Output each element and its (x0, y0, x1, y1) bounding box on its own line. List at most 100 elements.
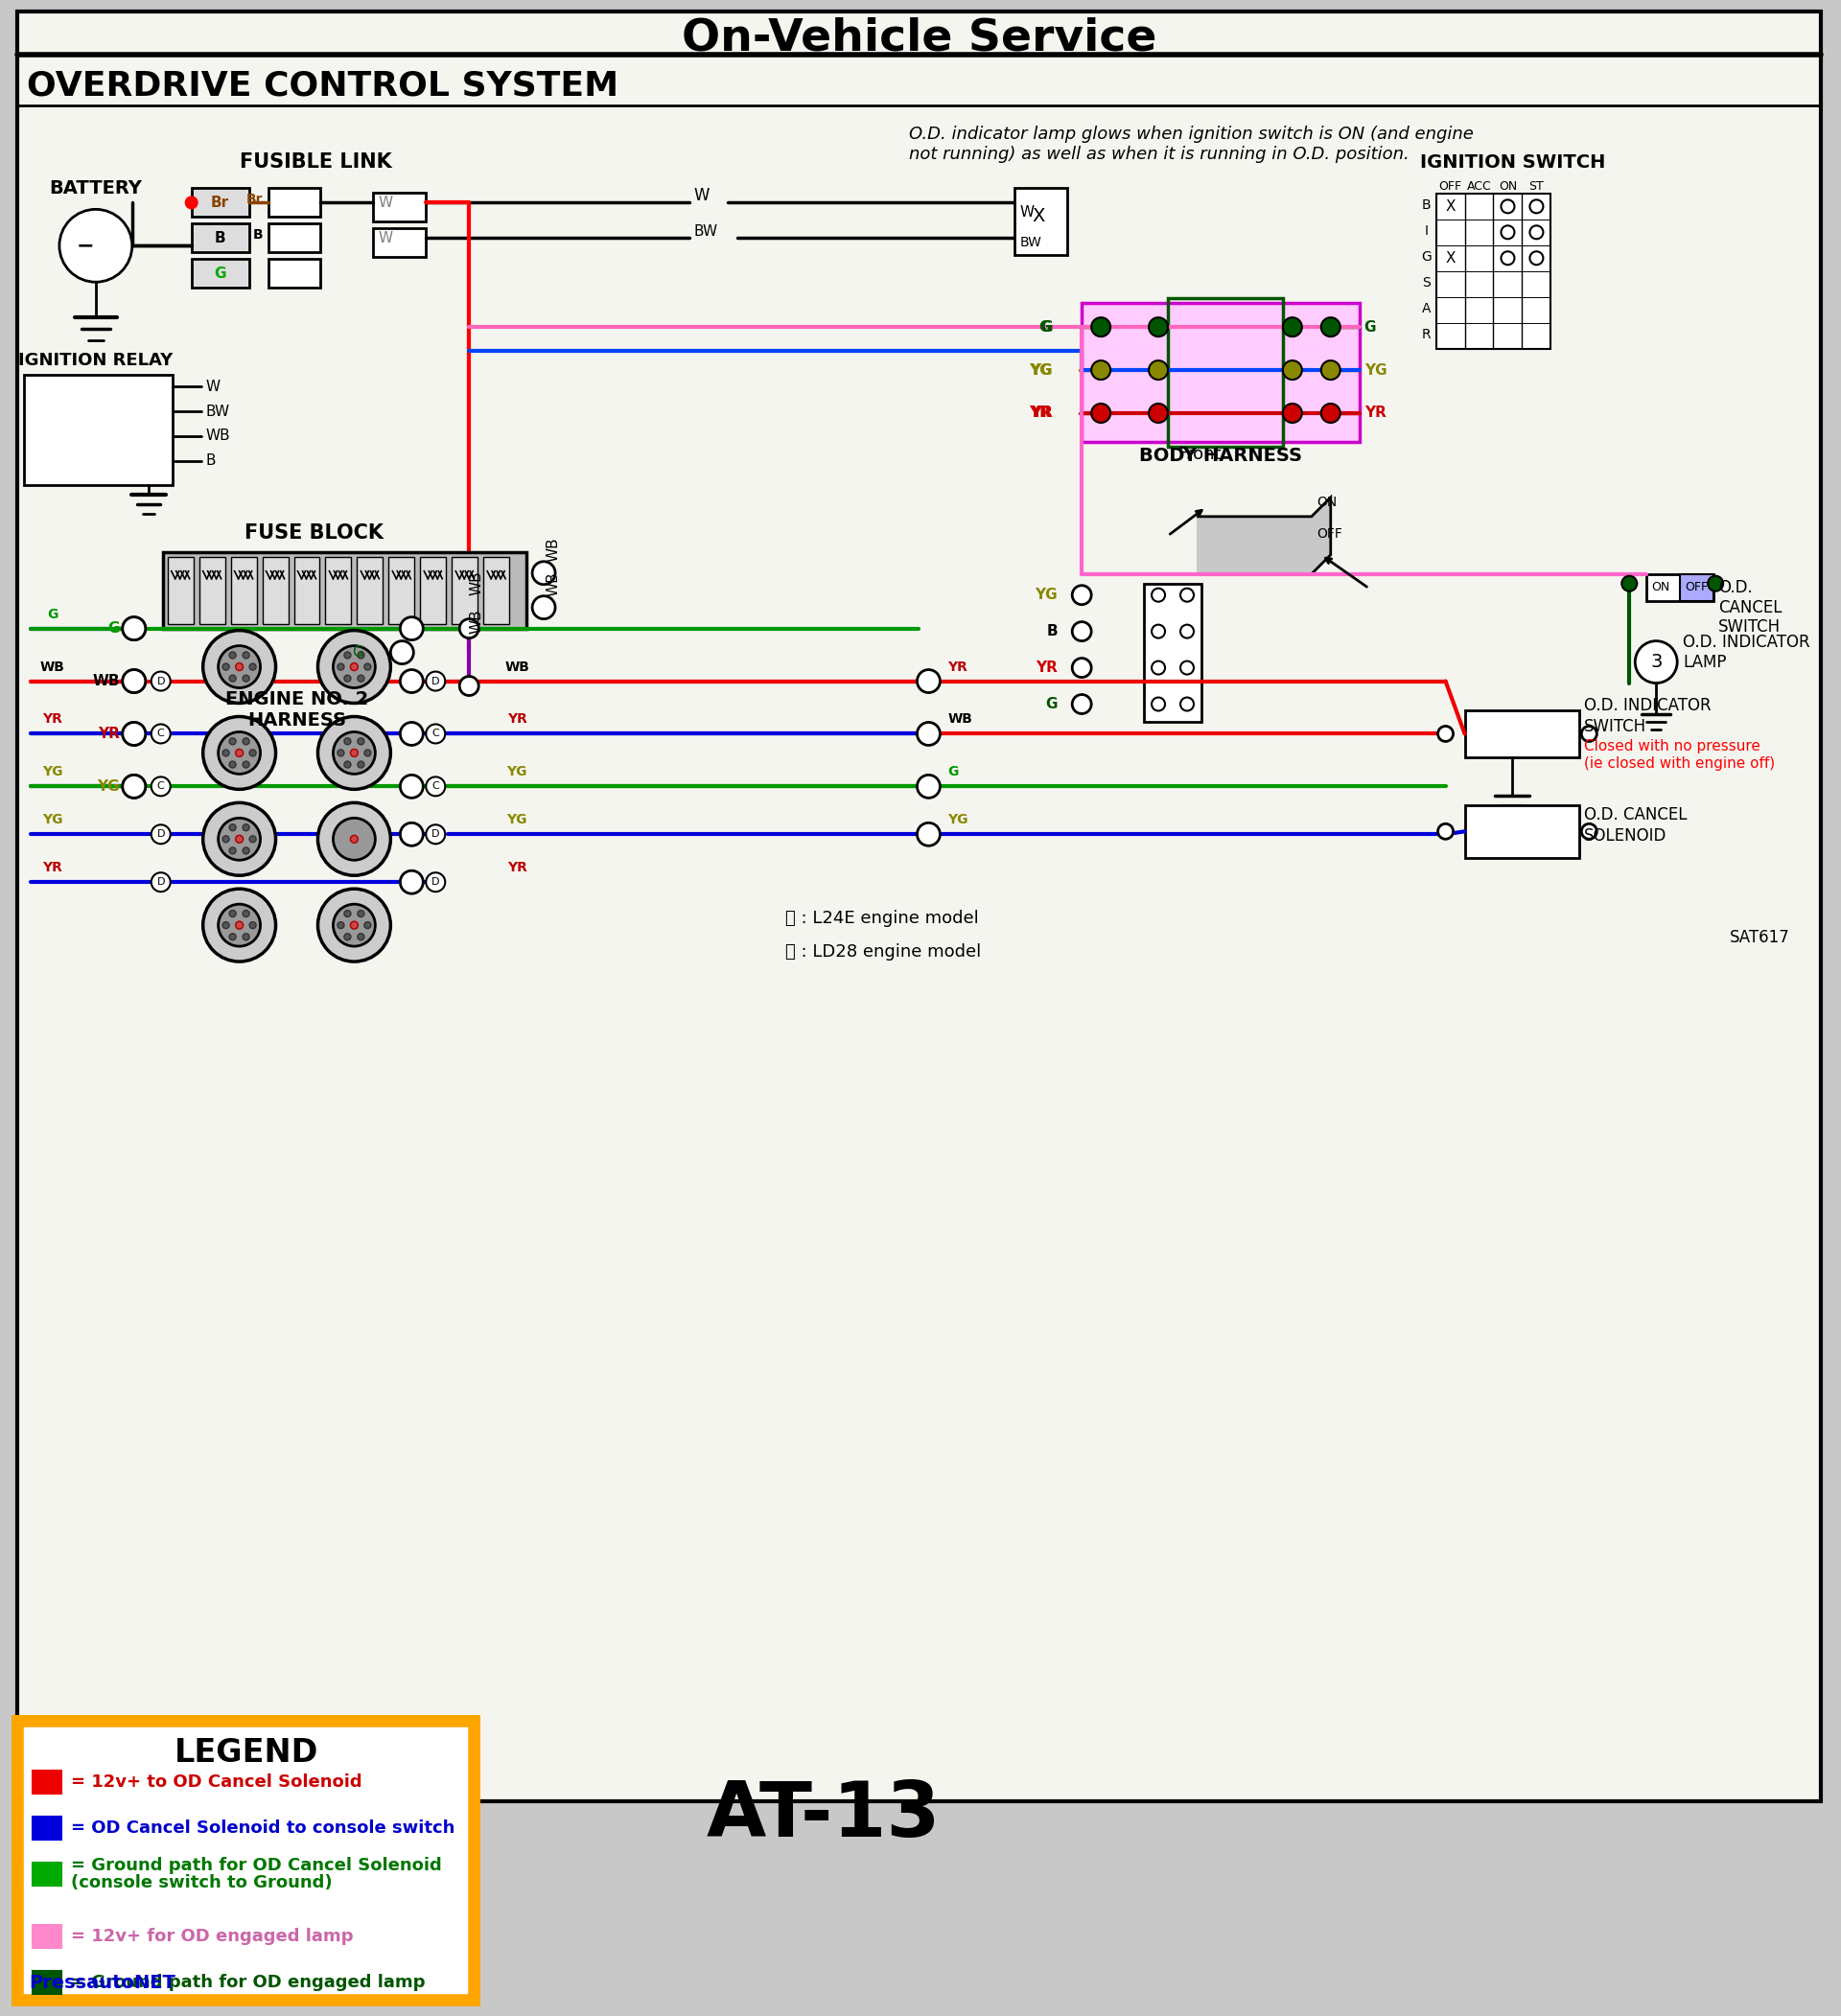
Circle shape (249, 663, 256, 669)
Circle shape (230, 738, 236, 744)
Circle shape (1322, 403, 1340, 423)
Bar (24, 375, 173, 486)
Text: W: W (694, 187, 711, 204)
Circle shape (219, 903, 260, 946)
Bar (388, 556, 414, 623)
Text: BODY HARNESS: BODY HARNESS (1140, 448, 1302, 466)
Text: IGNITION RELAY: IGNITION RELAY (18, 353, 173, 369)
Circle shape (917, 823, 941, 847)
Bar (269, 187, 320, 218)
Bar (1014, 187, 1068, 256)
Text: D: D (156, 829, 166, 839)
Circle shape (230, 847, 236, 855)
Circle shape (1149, 317, 1167, 337)
Text: W: W (377, 230, 392, 246)
Text: BW: BW (694, 224, 718, 238)
Circle shape (1071, 657, 1092, 677)
Circle shape (1071, 585, 1092, 605)
Text: SWITCH: SWITCH (1585, 718, 1648, 736)
Circle shape (344, 933, 352, 939)
Text: = 12v+ for OD engaged lamp: = 12v+ for OD engaged lamp (70, 1927, 353, 1945)
Circle shape (357, 911, 365, 917)
Text: WB: WB (469, 609, 484, 633)
Circle shape (1438, 726, 1453, 742)
Circle shape (203, 716, 276, 790)
Text: YR: YR (506, 714, 527, 726)
Circle shape (399, 871, 423, 893)
Circle shape (365, 663, 370, 669)
Bar (374, 228, 425, 258)
Circle shape (1622, 577, 1637, 591)
Text: G: G (214, 266, 226, 280)
Circle shape (357, 738, 365, 744)
Text: On-Vehicle Service: On-Vehicle Service (681, 16, 1156, 60)
Circle shape (1500, 200, 1515, 214)
Bar (1143, 583, 1202, 722)
Text: O.D.
CANCEL
SWITCH: O.D. CANCEL SWITCH (1718, 579, 1782, 635)
Text: WB: WB (545, 571, 560, 597)
Circle shape (203, 802, 276, 875)
Circle shape (151, 724, 171, 744)
Circle shape (243, 738, 249, 744)
Text: G: G (48, 607, 59, 621)
Bar (33, 1816, 61, 1839)
Text: YR: YR (1036, 661, 1059, 675)
Text: (console switch to Ground): (console switch to Ground) (70, 1873, 331, 1891)
Bar (33, 1925, 61, 1947)
Circle shape (1322, 361, 1340, 379)
Text: D: D (156, 877, 166, 887)
Circle shape (203, 889, 276, 962)
Circle shape (318, 889, 390, 962)
Text: G: G (1040, 321, 1053, 335)
Text: OFF: OFF (1440, 179, 1462, 194)
Circle shape (333, 732, 376, 774)
Circle shape (1149, 361, 1167, 379)
Text: Ⓖ : L24E engine model: Ⓖ : L24E engine model (784, 909, 978, 927)
Text: YG: YG (506, 766, 527, 778)
Text: I: I (1425, 224, 1429, 238)
Circle shape (1283, 317, 1302, 337)
Bar (1681, 575, 1714, 601)
Circle shape (1708, 577, 1723, 591)
Text: Closed with no pressure: Closed with no pressure (1585, 740, 1760, 754)
Text: O.D. INDICATOR
LAMP: O.D. INDICATOR LAMP (1683, 633, 1810, 671)
Circle shape (243, 825, 249, 831)
Text: G: G (352, 645, 365, 659)
Circle shape (333, 645, 376, 687)
Text: X: X (1033, 208, 1046, 226)
Circle shape (1180, 698, 1193, 712)
Circle shape (460, 677, 479, 696)
Circle shape (223, 921, 230, 929)
Text: G: G (1421, 250, 1432, 264)
Circle shape (1071, 621, 1092, 641)
Text: = 12v+ to OD Cancel Solenoid: = 12v+ to OD Cancel Solenoid (70, 1774, 363, 1790)
Text: YG: YG (1029, 363, 1051, 377)
Circle shape (151, 671, 171, 691)
Circle shape (425, 873, 446, 891)
Circle shape (236, 750, 243, 756)
Circle shape (357, 933, 365, 939)
Text: BW: BW (1020, 236, 1042, 250)
Text: WB: WB (469, 571, 484, 595)
Bar (168, 556, 193, 623)
Circle shape (230, 911, 236, 917)
Text: D: D (431, 829, 440, 839)
Circle shape (425, 671, 446, 691)
Circle shape (236, 663, 243, 671)
Text: PressautoNET: PressautoNET (29, 1974, 175, 1992)
Circle shape (230, 651, 236, 659)
Text: ON: ON (1499, 179, 1517, 194)
Bar (1465, 806, 1580, 859)
Circle shape (532, 562, 556, 585)
Circle shape (219, 732, 260, 774)
Text: G: G (107, 621, 120, 635)
Circle shape (243, 675, 249, 681)
Text: C: C (156, 782, 164, 790)
Circle shape (123, 669, 145, 694)
Bar (326, 556, 352, 623)
Circle shape (236, 921, 243, 929)
Circle shape (1438, 825, 1453, 839)
Circle shape (230, 933, 236, 939)
Bar (191, 224, 249, 252)
Text: B: B (1048, 625, 1059, 639)
